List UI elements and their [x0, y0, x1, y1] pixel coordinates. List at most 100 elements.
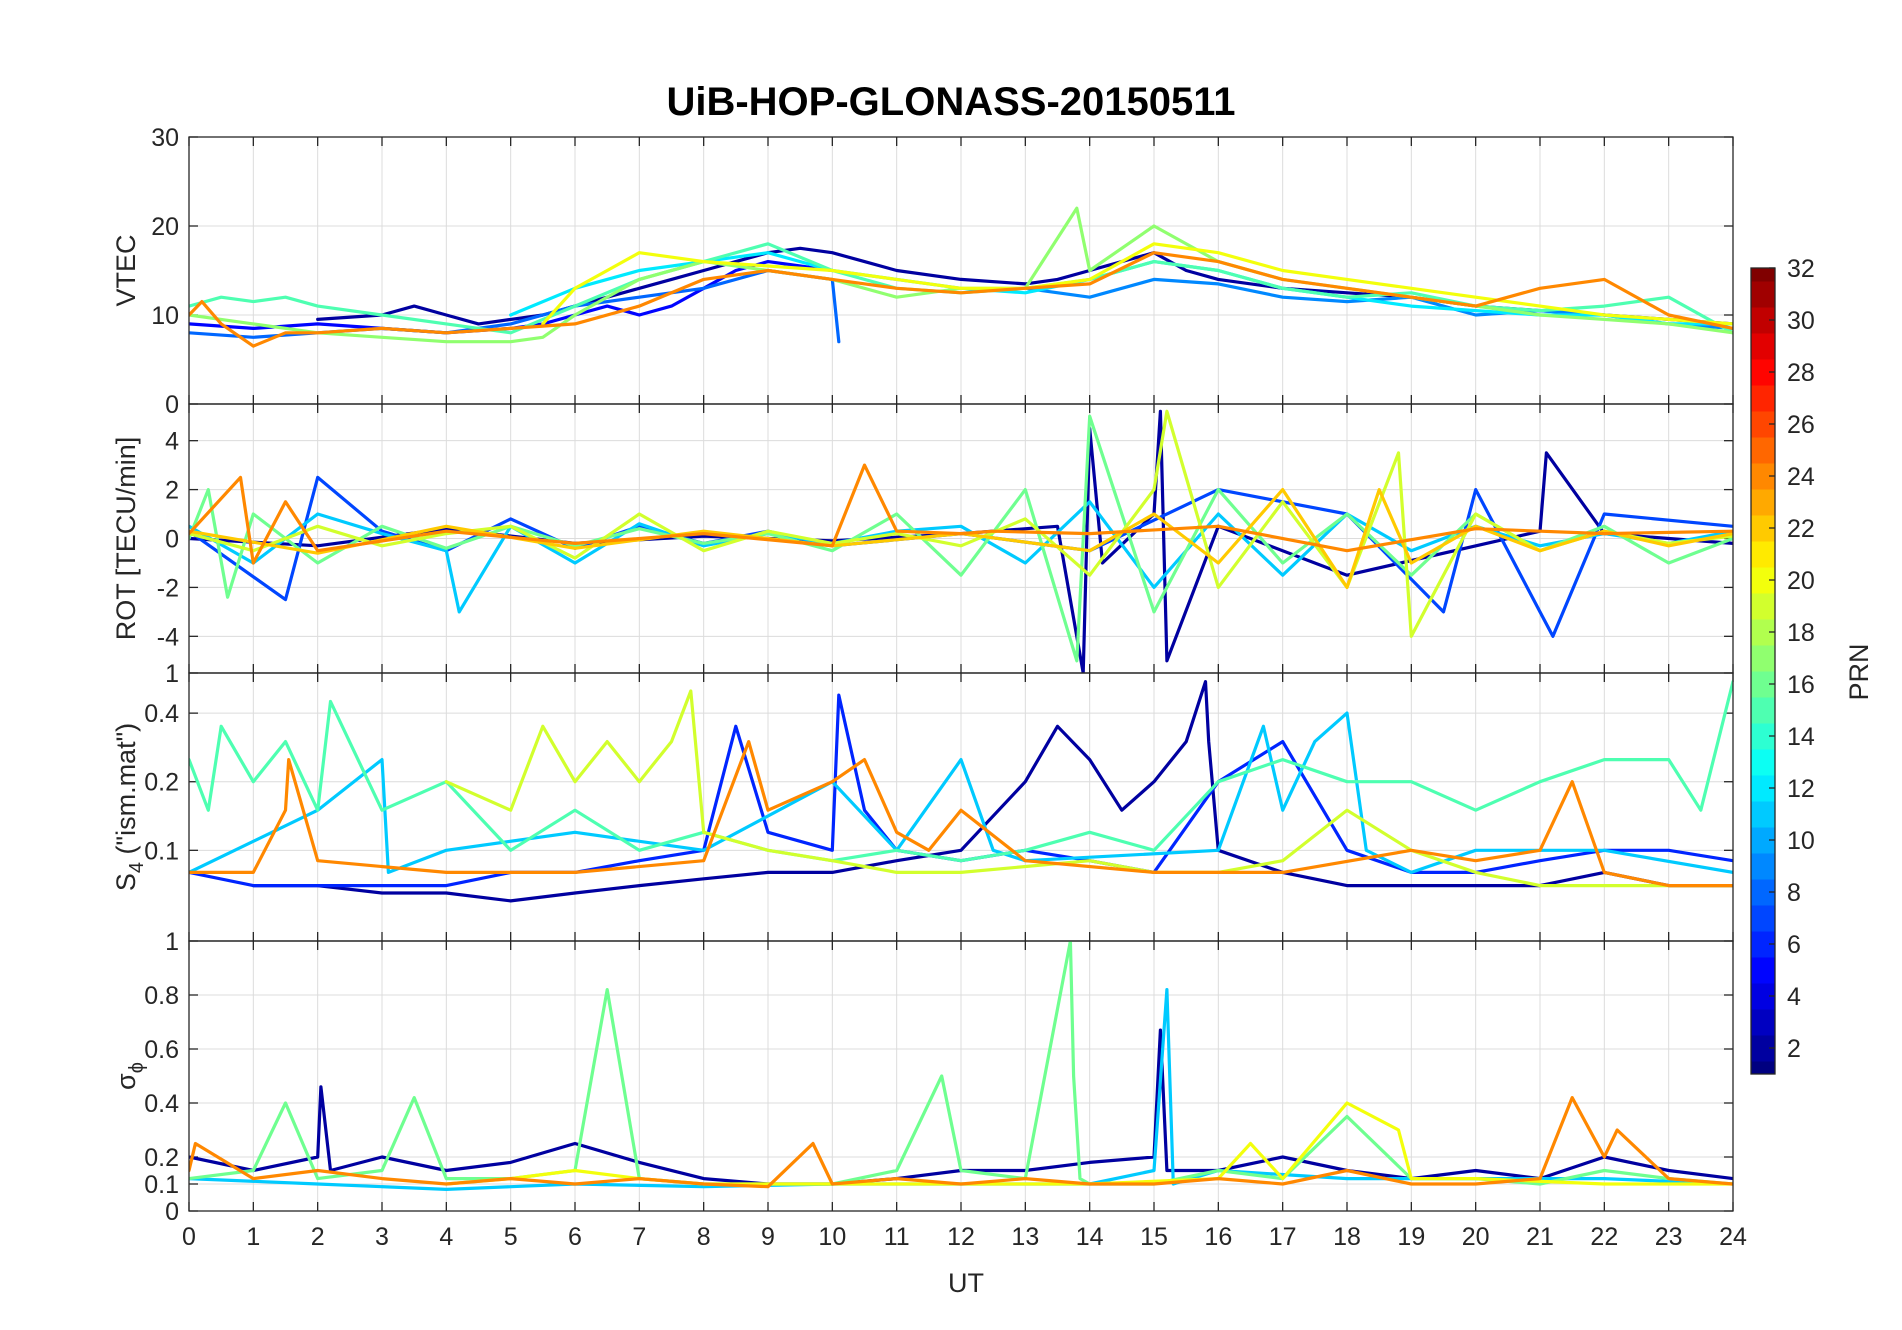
x-tick-label: 24 — [1719, 1223, 1747, 1251]
series-prn-22 — [189, 488, 1733, 590]
x-tick-label: 16 — [1204, 1223, 1232, 1251]
colorbar-block — [1751, 593, 1775, 620]
series-prn-24 — [189, 739, 1733, 888]
y-axis-label: ROT [TECU/min] — [111, 437, 141, 641]
y-axis-label: S4 ("ism.mat") — [111, 723, 148, 891]
x-tick-label: 13 — [1011, 1223, 1039, 1251]
colorbar-block — [1751, 333, 1775, 360]
colorbar-tick-label: 8 — [1787, 879, 1801, 907]
x-tick-label: 14 — [1076, 1223, 1104, 1251]
colorbar-block — [1751, 697, 1775, 724]
colorbar-block — [1751, 1061, 1775, 1075]
y-tick-label: 0.1 — [144, 1171, 179, 1199]
chart-title: UiB-HOP-GLONASS-20150511 — [666, 80, 1235, 124]
colorbar-tick-label: 20 — [1787, 567, 1815, 595]
y-tick-label: 0.8 — [144, 982, 179, 1010]
y-tick-label: -4 — [157, 623, 179, 651]
x-tick-label: 15 — [1140, 1223, 1168, 1251]
colorbar-tick-label: 32 — [1787, 255, 1815, 283]
series-prn-24 — [189, 1095, 1733, 1189]
x-tick-label: 10 — [818, 1223, 846, 1251]
y-tick-label: 2 — [165, 477, 179, 505]
x-tick-label: 22 — [1590, 1223, 1618, 1251]
x-axis-label: UT — [948, 1268, 984, 1298]
x-tick-label: 5 — [504, 1223, 518, 1251]
colorbar-block — [1751, 489, 1775, 516]
y-tick-label: 4 — [165, 428, 179, 456]
x-tick-label: 6 — [568, 1223, 582, 1251]
colorbar-block — [1751, 645, 1775, 672]
x-tick-label: 23 — [1655, 1223, 1683, 1251]
series-prn-16 — [189, 941, 1733, 1186]
y-tick-label: 0.4 — [144, 700, 179, 728]
y-axis-label: VTEC — [111, 234, 141, 306]
x-tick-label: 1 — [246, 1223, 260, 1251]
colorbar-tick-label: 26 — [1787, 411, 1815, 439]
colorbar-tick-label: 14 — [1787, 723, 1815, 751]
y-tick-label: 0.1 — [144, 837, 179, 865]
y-tick-label: 0 — [165, 391, 179, 419]
series-prn-24 — [189, 251, 1733, 348]
colorbar-block — [1751, 437, 1775, 464]
y-tick-label: 0.4 — [144, 1090, 179, 1118]
series-prn-15 — [189, 679, 1733, 863]
series-prn-24 — [189, 463, 1733, 565]
series-prn-2 — [251, 679, 1733, 903]
panel-sigma-phi: 00.10.2 0.4 0.6 0.8 1 σϕ — [111, 928, 1734, 1226]
x-tick-label: 17 — [1269, 1223, 1297, 1251]
x-tick-label: 3 — [375, 1223, 389, 1251]
y-tick-label: 0.6 — [144, 1036, 179, 1064]
x-tick-label: 8 — [697, 1223, 711, 1251]
colorbar-block — [1751, 1009, 1775, 1036]
series-prn-20 — [541, 242, 1733, 326]
x-tick-label: 9 — [761, 1223, 775, 1251]
y-tick-label: 0 — [165, 526, 179, 554]
x-tick-label: 21 — [1526, 1223, 1554, 1251]
colorbar-tick-label: 22 — [1787, 515, 1815, 543]
colorbar-tick-label: 16 — [1787, 671, 1815, 699]
x-axis-ticks: 0 1 2 3 4 5 6 7 8 9 10 11 12 13 14 15 16 17 18 19 20 21 22 23 24 — [182, 1223, 1747, 1251]
colorbar-tick-label: 10 — [1787, 827, 1815, 855]
y-tick-label: 30 — [151, 124, 179, 152]
series-prn-19 — [444, 689, 1733, 888]
x-tick-label: 4 — [439, 1223, 453, 1251]
colorbar-tick-label: 30 — [1787, 307, 1815, 335]
colorbar-label: PRN — [1844, 643, 1874, 700]
colorbar-tick-label: 28 — [1787, 359, 1815, 387]
x-tick-label: 11 — [884, 1223, 910, 1251]
panel-frame — [188, 940, 1734, 1212]
x-tick-label: 20 — [1462, 1223, 1490, 1251]
y-tick-label: -2 — [157, 574, 179, 602]
colorbar-block — [1751, 905, 1775, 932]
y-axis-label: σϕ — [111, 1062, 148, 1090]
colorbar-block — [1751, 957, 1775, 984]
colorbar-tick-label: 4 — [1787, 983, 1801, 1011]
y-tick-label: 1 — [165, 928, 179, 956]
x-tick-label: 2 — [311, 1223, 325, 1251]
series-prn-6 — [189, 693, 1733, 888]
y-tick-label: 20 — [151, 213, 179, 241]
y-tick-label: 0.2 — [144, 769, 179, 797]
colorbar-tick-label: 2 — [1787, 1035, 1801, 1063]
colorbar-tick-label: 24 — [1787, 463, 1815, 491]
x-tick-label: 18 — [1333, 1223, 1361, 1251]
colorbar-block — [1751, 385, 1775, 412]
x-tick-label: 12 — [947, 1223, 975, 1251]
y-tick-label: 1 — [165, 660, 179, 688]
colorbar-frame — [1750, 267, 1776, 1075]
y-tick-label: 0 — [165, 1198, 179, 1226]
colorbar-block — [1751, 801, 1775, 828]
colorbar-block — [1751, 268, 1775, 282]
series-prn-11 — [189, 711, 1733, 875]
colorbar-block — [1751, 749, 1775, 776]
colorbar-block — [1751, 281, 1775, 308]
y-tick-label: 0.2 — [144, 1144, 179, 1172]
colorbar-tick-label: 6 — [1787, 931, 1801, 959]
panel-s4: 0.1 0.2 0.4 1 S4 ("ism.mat") — [111, 660, 1734, 942]
x-tick-label: 19 — [1397, 1223, 1425, 1251]
colorbar-block — [1751, 541, 1775, 568]
panel-vtec: 0 10 20 30 VTEC — [111, 124, 1734, 419]
